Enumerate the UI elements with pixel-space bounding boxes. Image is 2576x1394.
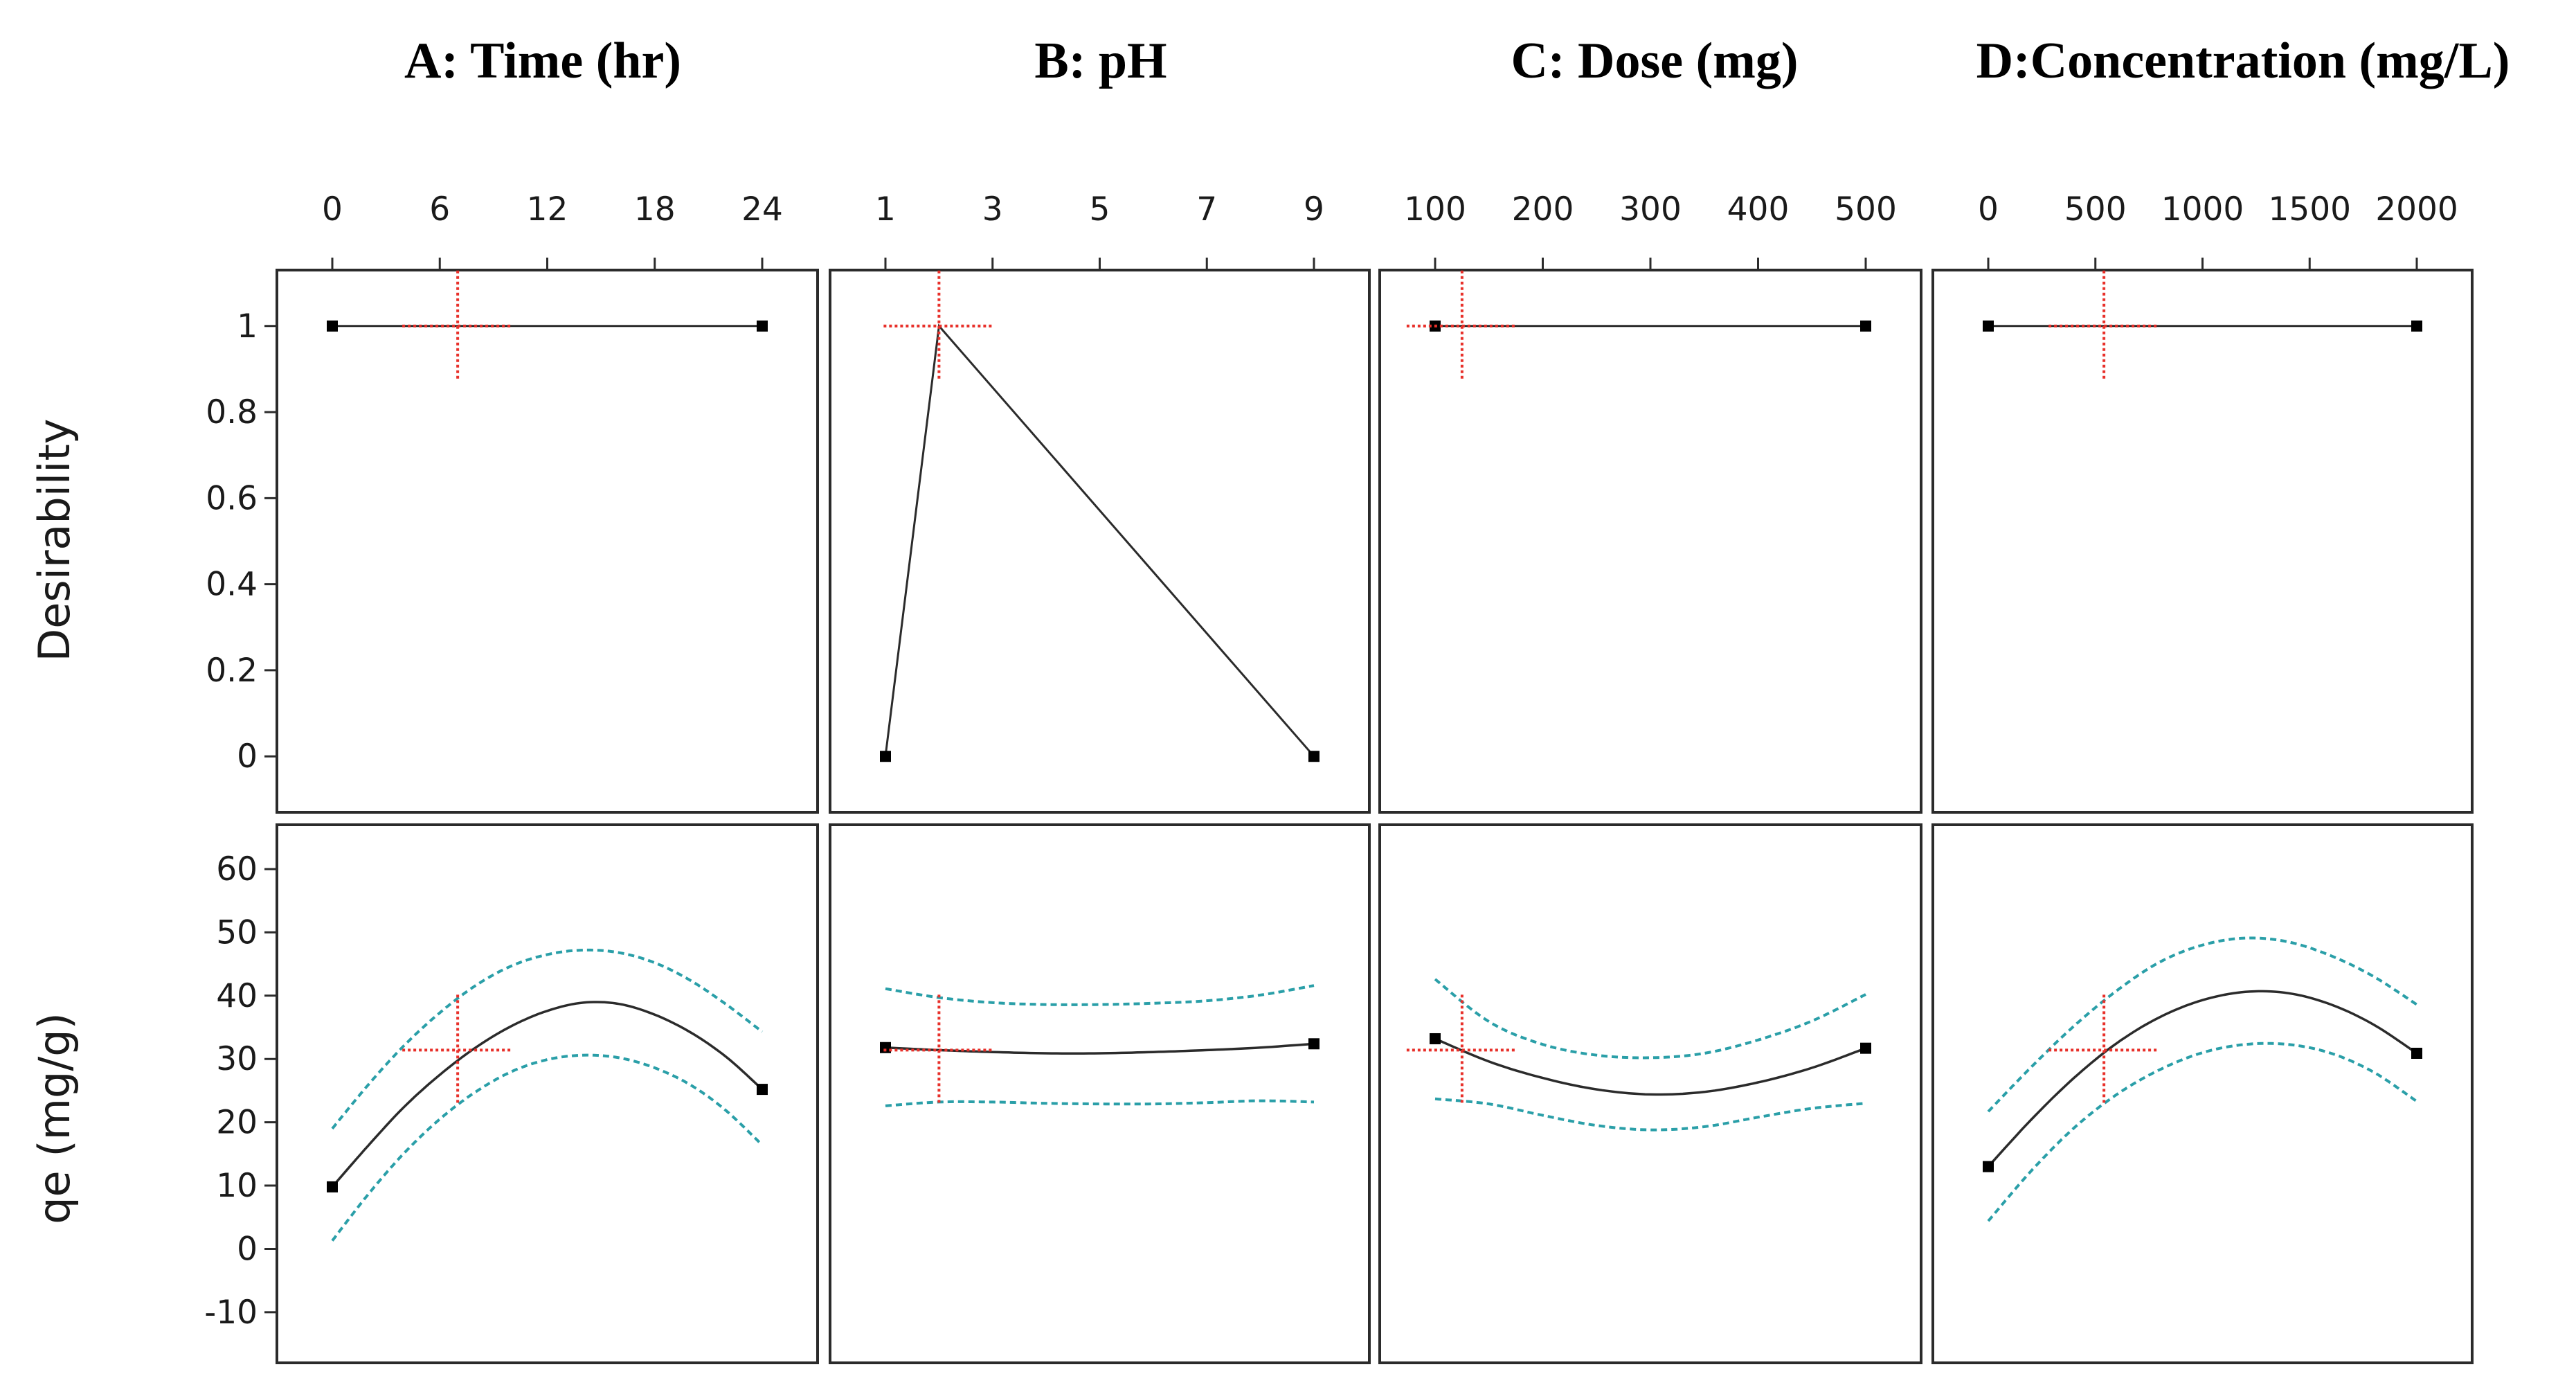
qe-response-curve [1434,1037,1866,1096]
factor-column-0: 0 6 12 18 24 [276,190,819,1364]
ytick-label: 0.4 [206,566,258,604]
xtick-label: 0 [322,190,343,229]
ytick-label: 0 [237,1230,258,1268]
xtick-label: 2000 [2375,190,2458,229]
title-factor-a: A: Time (hr) [404,33,681,89]
xtick-label: 12 [527,190,568,229]
ytick-label: 40 [216,977,258,1015]
xtick-label: 24 [741,190,783,229]
xtick-label: 1 [875,190,896,229]
xtick-label: 0 [1978,190,1999,229]
ytick-label: 0.6 [206,479,258,517]
qe-response-curve [331,1001,764,1188]
factor-column-3: 0 500 1000 1500 2000 [1931,190,2474,1364]
xtick-label: 400 [1727,190,1790,229]
factor-column-2: 100 200 300 400 500 [1378,190,1922,1364]
ytick-label: -10 [204,1294,258,1332]
xtick-label: 6 [429,190,450,229]
desirability-panel-frame [1378,269,1922,814]
qe-panel-frame [1931,823,2474,1364]
xtick-label: 100 [1404,190,1466,229]
ylabel-qe: qe (mg/g) [29,1012,80,1224]
xtick-label: 18 [634,190,676,229]
desirability-endpoint-marker [1860,320,1871,332]
lower-confidence-band [885,1099,1315,1107]
title-factor-c: C: Dose (mg) [1511,33,1798,89]
xtick-label: 500 [2064,190,2127,229]
title-factor-b: B: pH [1034,33,1167,89]
ytick-label: 0 [237,738,258,776]
ytick-label: 1 [237,307,258,346]
xtick-label: 7 [1196,190,1217,229]
factor-titles: A: Time (hr) B: pH C: Dose (mg) D:Concen… [404,33,2510,89]
xtick-label: 5 [1090,190,1110,229]
xtick-label: 9 [1304,190,1324,229]
upper-confidence-band [1434,978,1866,1060]
qe-response-curve [1987,990,2417,1168]
desirability-endpoint-marker [2411,320,2422,332]
row-labels: Desirability qe (mg/g) [29,419,80,1224]
qe-endpoint-marker [1983,1161,1994,1172]
ytick-label: 60 [216,850,258,888]
qe-endpoint-marker [757,1084,768,1096]
upper-confidence-band [331,948,764,1130]
qe-panel-frame [829,823,1371,1364]
desirability-endpoint-marker [880,751,891,762]
desirability-endpoint-marker [1983,320,1994,332]
lower-confidence-band [1987,1042,2418,1222]
desirability-panel-frame [829,269,1371,814]
xtick-label: 1000 [2161,190,2244,229]
ytick-label: 10 [216,1167,258,1205]
upper-confidence-band [885,984,1315,1006]
xtick-label: 200 [1512,190,1574,229]
xtick-label: 3 [982,190,1003,229]
desirability-panel-frame [1931,269,2474,814]
desirability-endpoint-marker [1308,751,1319,762]
ytick-label: 0.8 [206,393,258,431]
ytick-label: 20 [216,1104,258,1142]
qe-panel-frame [276,823,819,1364]
qe-endpoint-marker [880,1042,891,1053]
desirability-panel-frame [276,269,819,814]
qe-endpoint-marker [1430,1033,1441,1044]
qe-endpoint-marker [2411,1047,2422,1059]
xtick-label: 500 [1835,190,1897,229]
desirability-endpoint-marker [757,320,768,332]
ytick-label: 50 [216,913,258,951]
xtick-label: 300 [1619,190,1682,229]
ytick-label: 0.2 [206,652,258,690]
desirability-endpoint-marker [327,320,338,332]
xtick-label: 1500 [2268,190,2351,229]
upper-confidence-band [1987,936,2418,1113]
ylabel-desirability: Desirability [29,419,80,662]
qe-endpoint-marker [1308,1038,1319,1050]
factor-column-1: 1 3 5 7 9 [829,190,1371,1364]
qe-endpoint-marker [327,1181,338,1192]
title-factor-d: D:Concentration (mg/L) [1976,33,2510,89]
ytick-label: 30 [216,1040,258,1078]
qe-endpoint-marker [1860,1042,1871,1054]
